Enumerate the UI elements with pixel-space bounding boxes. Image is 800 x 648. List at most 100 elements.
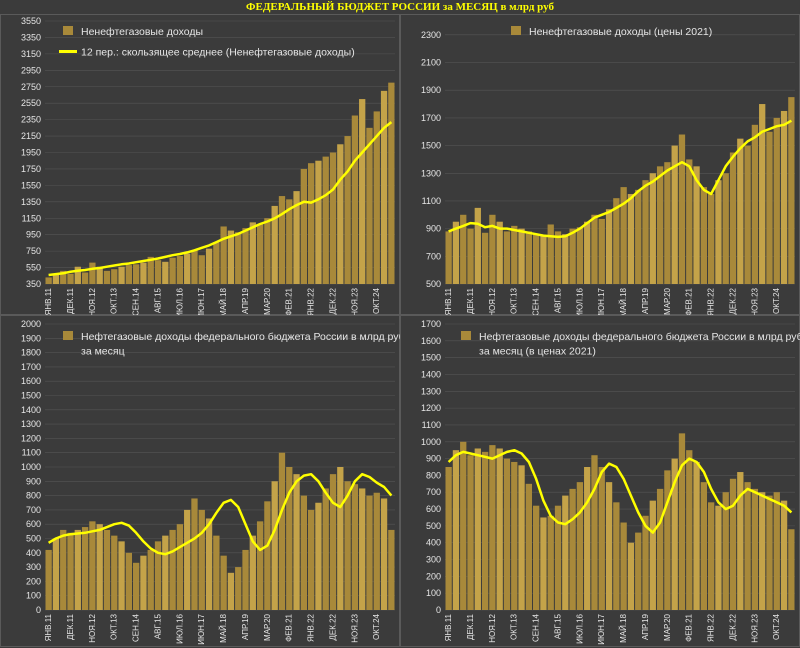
bar [445, 467, 452, 610]
bar [489, 445, 496, 610]
bar [264, 501, 271, 610]
bar [649, 500, 656, 610]
bar [74, 529, 81, 610]
bar [315, 160, 322, 284]
x-tick-label: МАР.20 [263, 287, 272, 314]
bar [693, 461, 700, 610]
y-tick-label: 0 [436, 605, 441, 615]
bar [700, 482, 707, 610]
y-tick-label: 3350 [21, 32, 41, 42]
bar [162, 261, 169, 284]
bar [227, 230, 235, 284]
x-tick-label: ОКТ.24 [772, 287, 781, 314]
x-tick-label: ФЕВ.21 [285, 613, 294, 641]
x-tick-label: АПР.19 [241, 613, 250, 639]
bar [96, 524, 103, 610]
bar [52, 274, 60, 284]
bar [205, 248, 213, 284]
bar [452, 450, 460, 610]
x-tick-label: АПР.19 [241, 287, 250, 313]
x-tick-label: ЯНВ.11 [444, 613, 453, 641]
bar [286, 199, 293, 284]
bar [140, 555, 147, 610]
bar [176, 256, 184, 284]
bar [359, 488, 366, 610]
bar [81, 527, 89, 610]
bar [300, 495, 307, 610]
bar [613, 502, 620, 610]
bar [67, 273, 74, 284]
bar [111, 535, 118, 610]
bar [686, 159, 693, 284]
y-tick-label: 1500 [21, 391, 41, 401]
bar [620, 522, 627, 610]
bar [147, 549, 154, 610]
x-tick-label: ОКТ.24 [772, 613, 781, 640]
y-tick-label: 200 [26, 576, 41, 586]
x-tick-label: ИЮЛ.16 [175, 613, 184, 643]
x-tick-label: НОЯ.23 [750, 613, 759, 642]
y-tick-label: 2300 [421, 30, 441, 40]
bar [133, 264, 140, 284]
moving-average-line [447, 448, 793, 534]
y-tick-label: 700 [26, 505, 41, 515]
bar [780, 500, 788, 610]
bar [388, 529, 395, 610]
bar [744, 145, 751, 284]
bar [198, 255, 205, 284]
y-tick-label: 2100 [421, 58, 441, 68]
bar [576, 227, 584, 284]
y-tick-label: 100 [26, 591, 41, 601]
bar [344, 481, 351, 610]
bar [562, 234, 569, 284]
y-tick-label: 300 [26, 562, 41, 572]
bar [45, 277, 52, 284]
bar [518, 465, 525, 610]
bar [511, 461, 518, 610]
bar [60, 529, 67, 610]
moving-average-line [448, 119, 793, 239]
bar [227, 572, 235, 610]
y-tick-label: 1300 [421, 386, 441, 396]
x-tick-label: ДЕК.22 [728, 287, 737, 314]
bar [562, 495, 569, 610]
bar [678, 433, 686, 610]
bar [737, 138, 744, 284]
x-tick-label: МАЙ.18 [219, 287, 228, 316]
bar [111, 269, 118, 284]
bar [664, 162, 671, 284]
bar [351, 484, 359, 610]
bar [271, 205, 278, 284]
bar [664, 470, 671, 610]
y-tick-label: 2550 [21, 98, 41, 108]
moving-average-line [48, 121, 393, 277]
x-tick-label: ЯНВ.11 [44, 613, 53, 641]
bar [467, 455, 474, 610]
y-tick-label: 700 [426, 487, 441, 497]
y-tick-label: 400 [426, 538, 441, 548]
x-tick-label: ОКТ.13 [110, 287, 119, 314]
bar [708, 502, 715, 610]
bar [788, 529, 795, 610]
bar [569, 488, 576, 610]
bar [729, 152, 737, 284]
bar [191, 498, 198, 610]
bar [766, 495, 773, 610]
bar [242, 228, 249, 284]
y-tick-label: 1950 [21, 148, 41, 158]
bar [474, 207, 481, 284]
y-tick-label: 1200 [421, 403, 441, 413]
y-tick-label: 1600 [21, 376, 41, 386]
y-tick-label: 1300 [421, 168, 441, 178]
x-tick-label: ДЕК.11 [466, 287, 475, 313]
x-tick-label: СЕН.14 [532, 613, 541, 642]
bar [547, 515, 554, 610]
bar [81, 272, 89, 284]
y-tick-label: 1000 [21, 462, 41, 472]
bar [278, 452, 286, 610]
bar [264, 218, 271, 284]
y-tick-label: 1600 [421, 336, 441, 346]
bar [235, 232, 242, 284]
bar [213, 535, 220, 610]
legend-label: Ненефтегазовые доходы (цены 2021) [529, 26, 712, 38]
